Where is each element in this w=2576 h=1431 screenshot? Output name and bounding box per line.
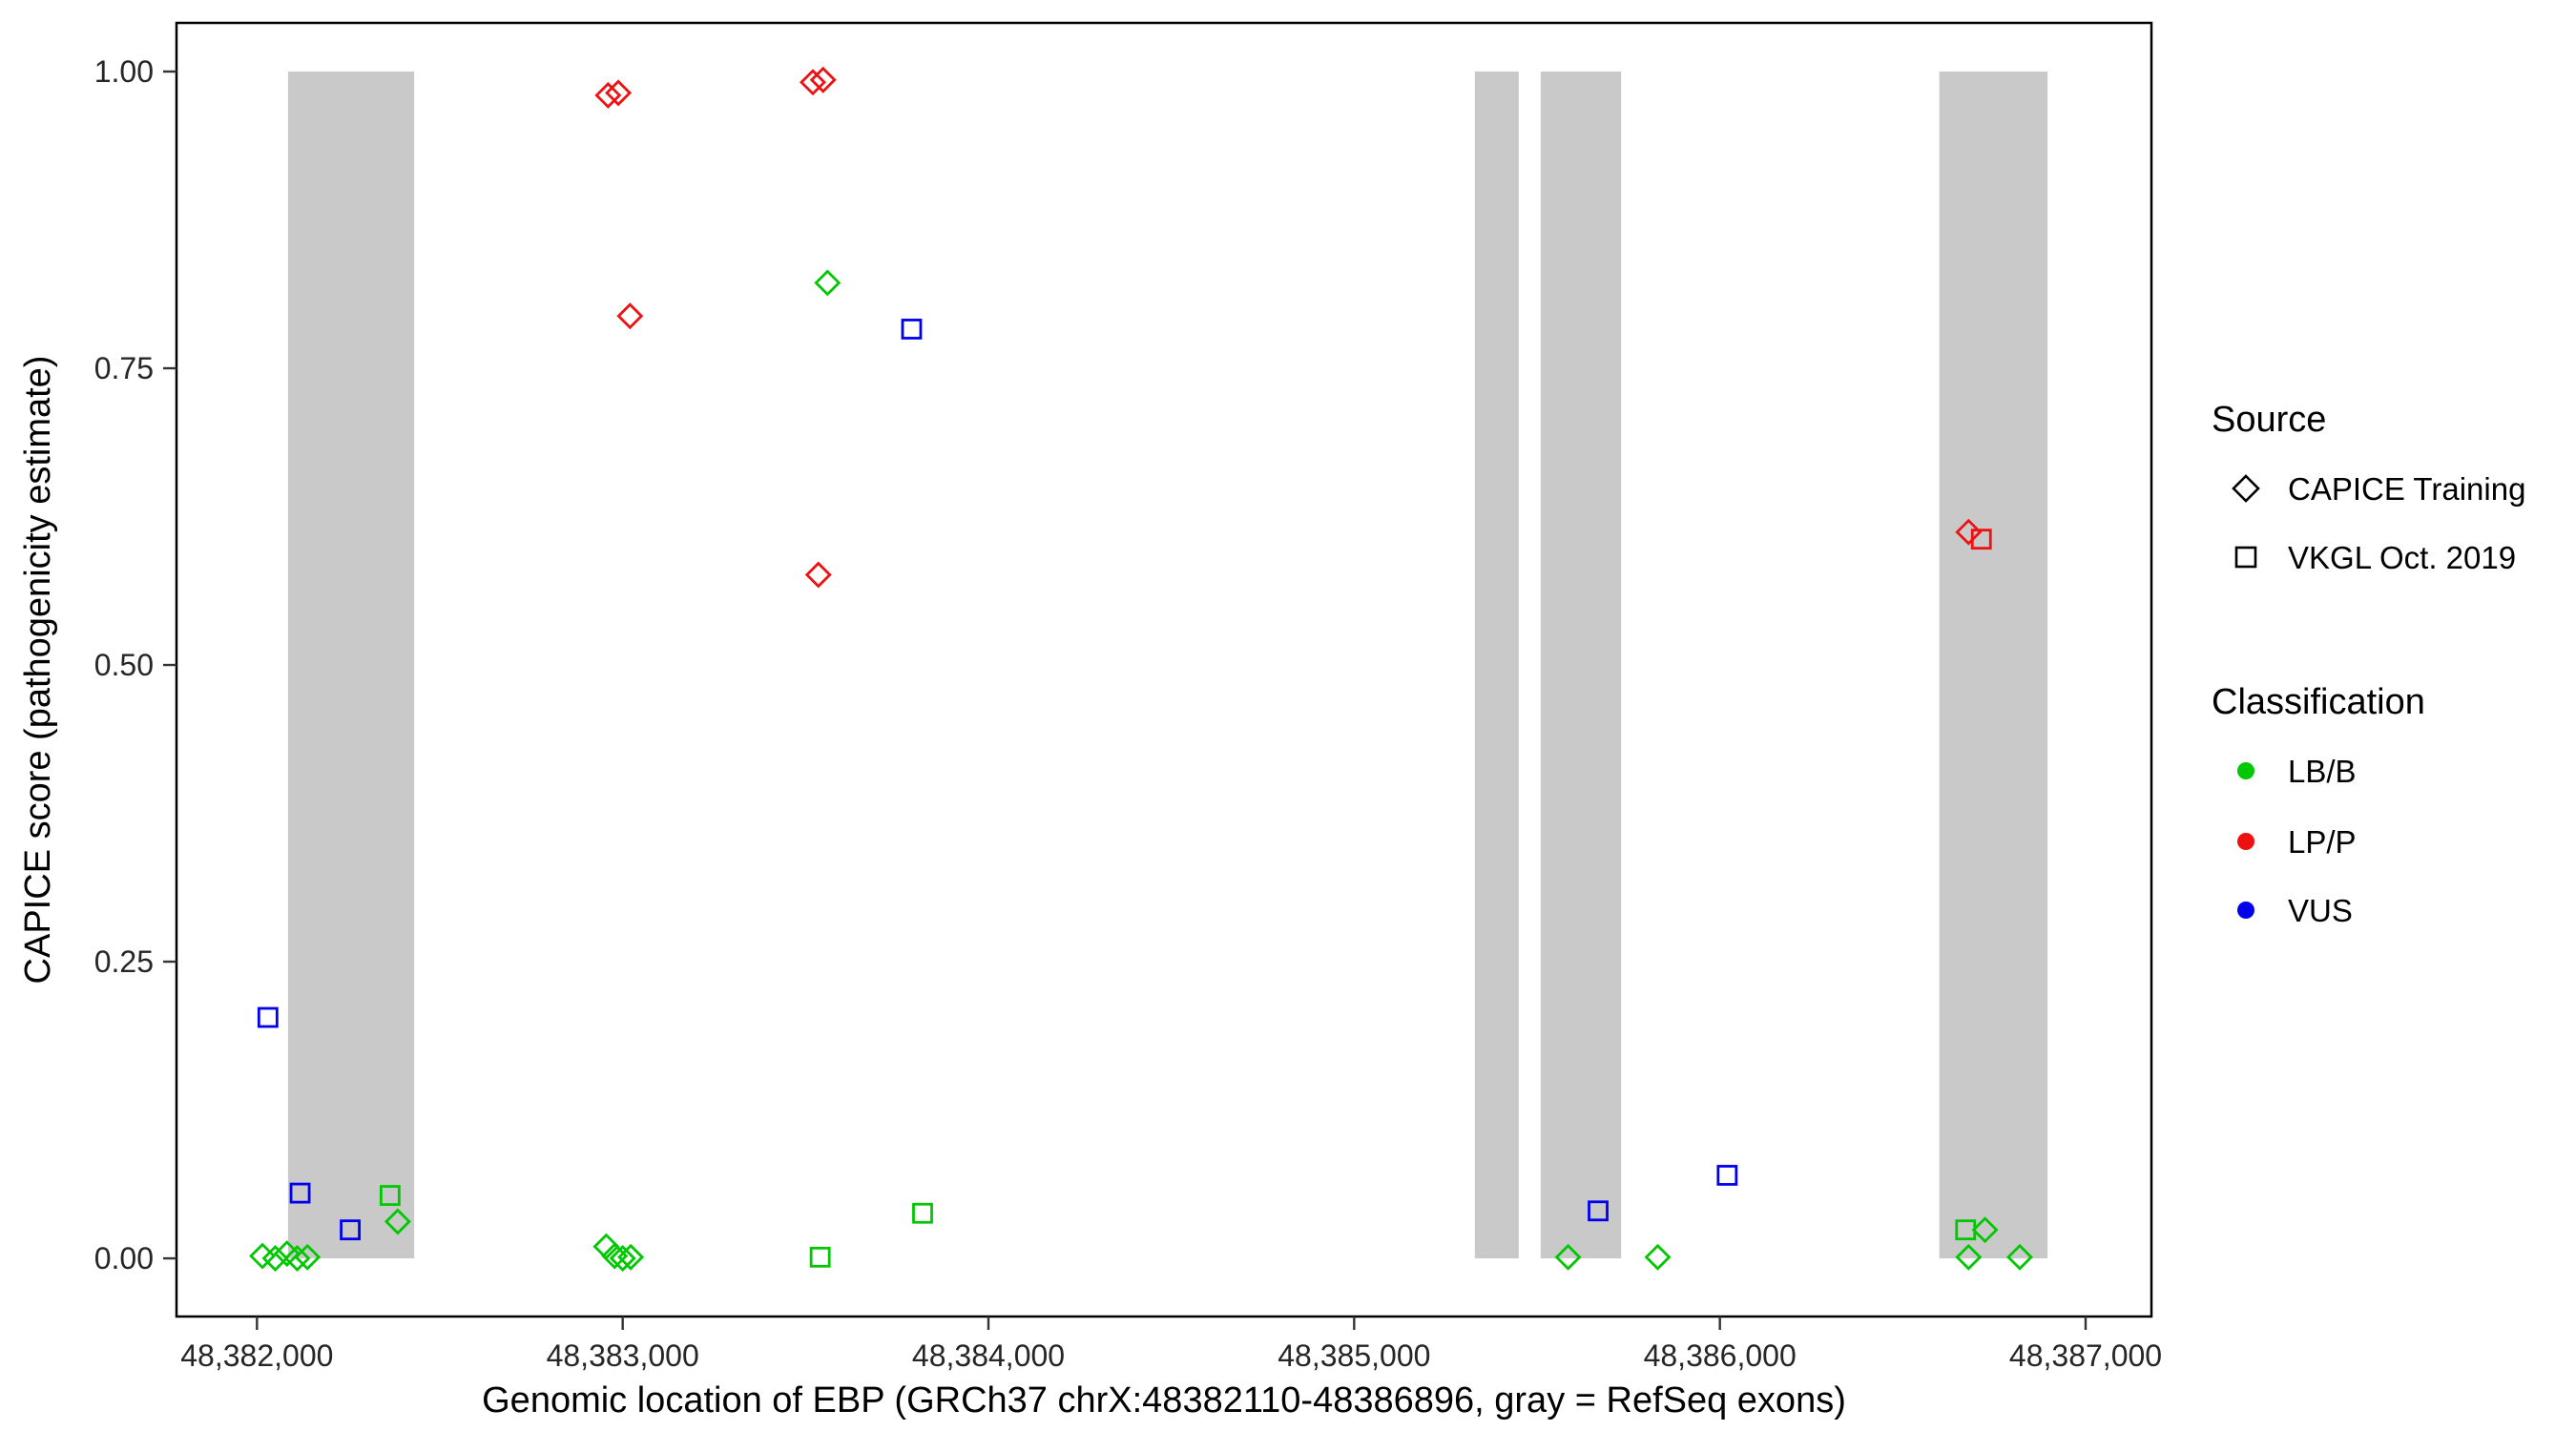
series-diamond-LP-P	[594, 66, 1983, 589]
legend-item-capice-training: CAPICE Training	[2288, 471, 2525, 507]
scatter-point-diamond	[800, 69, 826, 96]
scatter-point-diamond	[1955, 1243, 1983, 1271]
scatter-point-diamond	[804, 561, 832, 589]
y-tick-label: 0.75	[94, 351, 154, 385]
scatter-point-diamond	[814, 269, 841, 297]
scatter-point-diamond	[294, 1243, 322, 1271]
scatter-point-diamond	[609, 1245, 636, 1273]
scatter-point-square	[912, 1202, 933, 1224]
lpp-color-dot-icon	[2237, 833, 2254, 850]
legend-item-vkgl: VKGL Oct. 2019	[2288, 540, 2516, 575]
lbb-color-dot-icon	[2237, 762, 2254, 779]
axes-layer: 48,382,000 48,383,000 48,384,000 48,385,000…	[94, 54, 2162, 1373]
scatter-point-square	[1716, 1165, 1738, 1186]
scatter-point-diamond	[1955, 518, 1983, 546]
series-square-LP-P	[1970, 529, 1992, 550]
scatter-point-square	[901, 319, 923, 340]
scatter-point-square	[1588, 1200, 1609, 1222]
scatter-point-diamond	[1644, 1243, 1672, 1271]
refseq-exon-band	[287, 72, 415, 1259]
square-marker-icon	[2234, 546, 2257, 569]
x-tick-label: 48,384,000	[912, 1338, 1065, 1373]
series-square-VUS	[257, 319, 1738, 1241]
legend-source-title: Source	[2212, 400, 2326, 440]
scatter-point-square	[289, 1182, 311, 1204]
series-diamond-LB-B	[249, 269, 2033, 1273]
vus-color-dot-icon	[2237, 902, 2254, 919]
scatter-point-square	[340, 1219, 361, 1241]
plot-panel-border	[175, 21, 2153, 1318]
y-tick-label: 0.00	[94, 1241, 154, 1275]
scatter-point-diamond	[384, 1208, 411, 1235]
scatter-point-diamond	[594, 81, 622, 109]
refseq-exon-band	[1540, 72, 1622, 1259]
x-tick-label: 48,385,000	[1278, 1338, 1430, 1373]
refseq-exon-band	[1939, 72, 2048, 1259]
scatter-point-square	[1970, 529, 1992, 550]
legend-item-vus: VUS	[2288, 893, 2353, 928]
y-tick-label: 1.00	[94, 54, 154, 89]
y-axis-title: CAPICE score (pathogenicity estimate)	[18, 356, 58, 985]
x-tick-label: 48,383,000	[547, 1338, 699, 1373]
scatter-point-diamond	[809, 66, 837, 93]
x-tick-label: 48,386,000	[1644, 1338, 1797, 1373]
scatter-point-diamond	[617, 1243, 645, 1271]
scatter-point-diamond	[616, 302, 644, 330]
scatter-point-square	[379, 1185, 401, 1207]
y-tick-label: 0.50	[94, 648, 154, 682]
scatter-point-diamond	[1554, 1243, 1582, 1271]
legend-classification-title: Classification	[2212, 682, 2425, 722]
series-square-LB-B	[379, 1185, 1977, 1268]
x-tick-label: 48,387,000	[2009, 1338, 2162, 1373]
refseq-exon-band	[1474, 72, 1519, 1259]
legend-item-lpp: LP/P	[2288, 824, 2357, 860]
scatter-point-square	[809, 1246, 831, 1268]
x-axis-title: Genomic location of EBP (GRCh37 chrX:483…	[482, 1380, 1846, 1421]
legend-item-lbb: LB/B	[2288, 754, 2357, 789]
legend-classification: Classification LB/B LP/P VUS	[2212, 682, 2425, 928]
y-tick-label: 0.25	[94, 944, 154, 979]
scatter-point-square	[257, 1006, 279, 1028]
scatter-point-diamond	[601, 1242, 629, 1270]
refseq-exon-bands-layer	[287, 72, 2048, 1259]
legend-source: Source CAPICE Training VKGL Oct. 2019	[2212, 400, 2525, 575]
scatter-point-diamond	[2006, 1243, 2033, 1271]
diamond-marker-icon	[2232, 474, 2260, 503]
x-tick-label: 48,382,000	[180, 1338, 333, 1373]
scatter-point-diamond	[261, 1245, 289, 1273]
scatter-points-layer	[249, 66, 2033, 1273]
scatter-point-diamond	[283, 1245, 311, 1273]
scatter-point-diamond	[605, 79, 633, 107]
scatter-point-square	[1955, 1219, 1977, 1241]
scatter-point-diamond	[1971, 1216, 1999, 1244]
